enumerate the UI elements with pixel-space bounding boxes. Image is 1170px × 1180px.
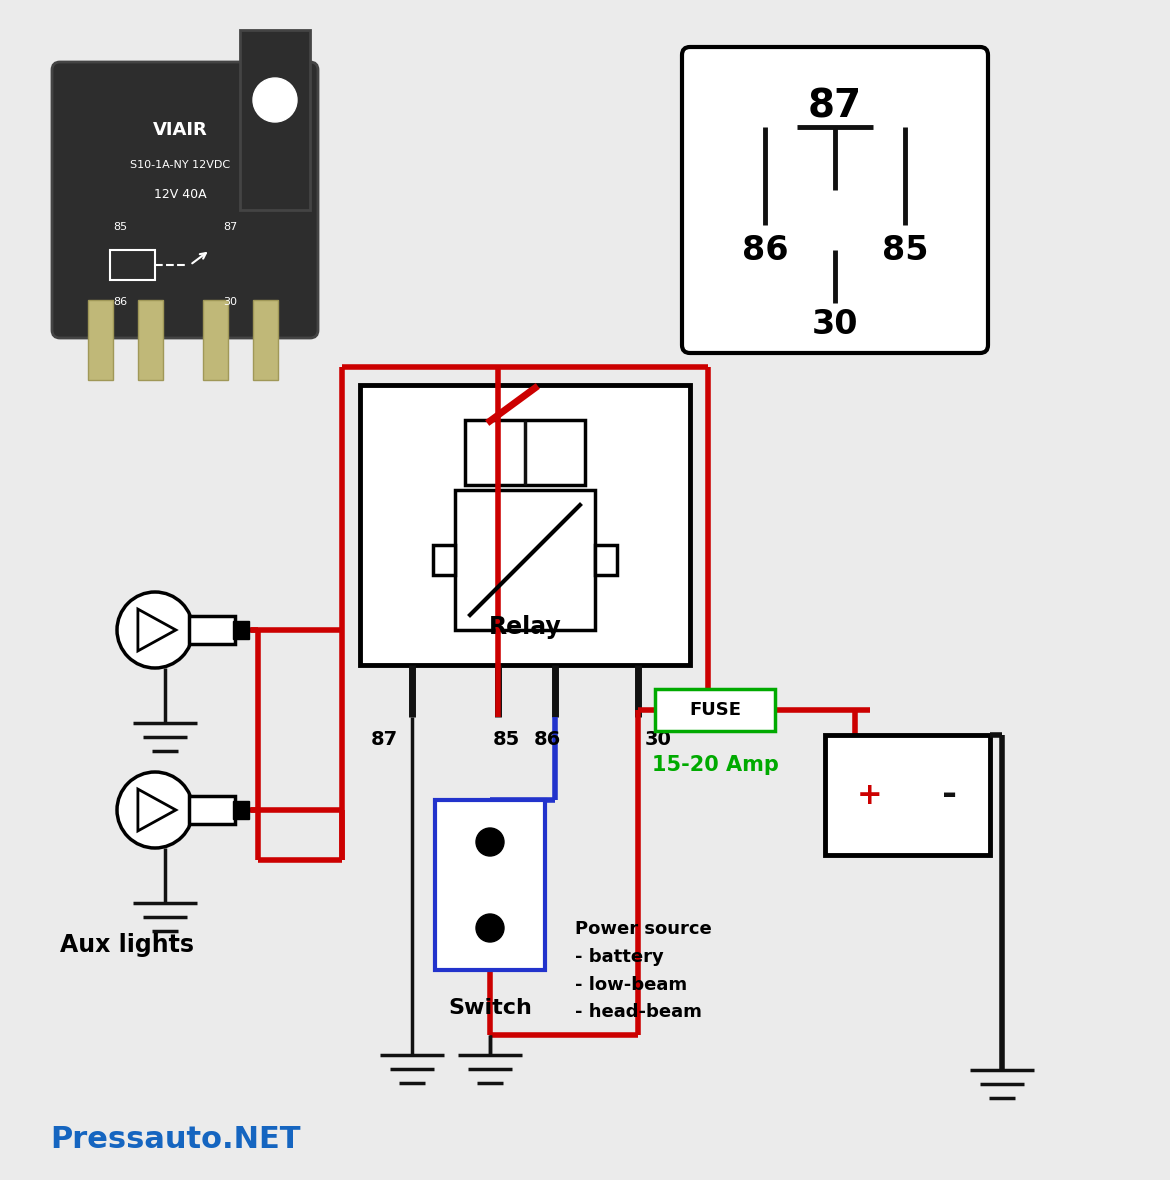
Text: 85: 85 <box>113 222 128 232</box>
Text: VIAIR: VIAIR <box>152 122 207 139</box>
Bar <box>110 250 154 280</box>
Text: 85: 85 <box>493 730 519 749</box>
Text: Aux lights: Aux lights <box>60 933 194 957</box>
Bar <box>360 385 690 666</box>
Bar <box>138 300 163 380</box>
FancyBboxPatch shape <box>682 47 987 353</box>
Text: 85: 85 <box>882 234 928 267</box>
Text: +: + <box>858 780 883 809</box>
Text: 86: 86 <box>534 730 560 749</box>
Text: S10-1A-NY 12VDC: S10-1A-NY 12VDC <box>130 160 230 170</box>
Bar <box>190 795 235 825</box>
Text: 12V 40A: 12V 40A <box>153 189 206 202</box>
Bar <box>455 490 596 630</box>
Circle shape <box>253 78 297 122</box>
Text: 30: 30 <box>645 730 672 749</box>
Bar <box>433 545 455 575</box>
Circle shape <box>476 828 504 855</box>
Text: Power source
- battery
- low-beam
- head-beam: Power source - battery - low-beam - head… <box>574 920 711 1022</box>
Text: Relay: Relay <box>489 615 562 640</box>
FancyBboxPatch shape <box>51 63 318 337</box>
Text: Pressauto.NET: Pressauto.NET <box>50 1126 301 1154</box>
Text: 86: 86 <box>113 297 128 307</box>
Text: 15-20 Amp: 15-20 Amp <box>652 755 778 775</box>
Circle shape <box>117 592 193 668</box>
Bar <box>88 300 113 380</box>
Text: Switch: Switch <box>448 998 532 1018</box>
Polygon shape <box>138 609 176 651</box>
Bar <box>240 30 310 210</box>
Text: -: - <box>943 778 957 812</box>
Text: 86: 86 <box>742 234 789 267</box>
Bar <box>233 801 249 819</box>
Circle shape <box>476 914 504 942</box>
Bar <box>596 545 617 575</box>
Bar <box>464 420 585 485</box>
Bar <box>825 735 990 856</box>
Text: 30: 30 <box>812 308 859 341</box>
Bar <box>233 621 249 640</box>
Circle shape <box>117 772 193 848</box>
Text: 87: 87 <box>222 222 238 232</box>
Text: 87: 87 <box>371 730 398 749</box>
Bar <box>435 800 545 970</box>
Text: 30: 30 <box>223 297 238 307</box>
Bar <box>655 689 775 730</box>
Text: 87: 87 <box>808 88 862 126</box>
Bar <box>204 300 228 380</box>
Bar <box>190 616 235 644</box>
Polygon shape <box>138 789 176 831</box>
Bar <box>253 300 278 380</box>
Text: FUSE: FUSE <box>689 701 741 719</box>
